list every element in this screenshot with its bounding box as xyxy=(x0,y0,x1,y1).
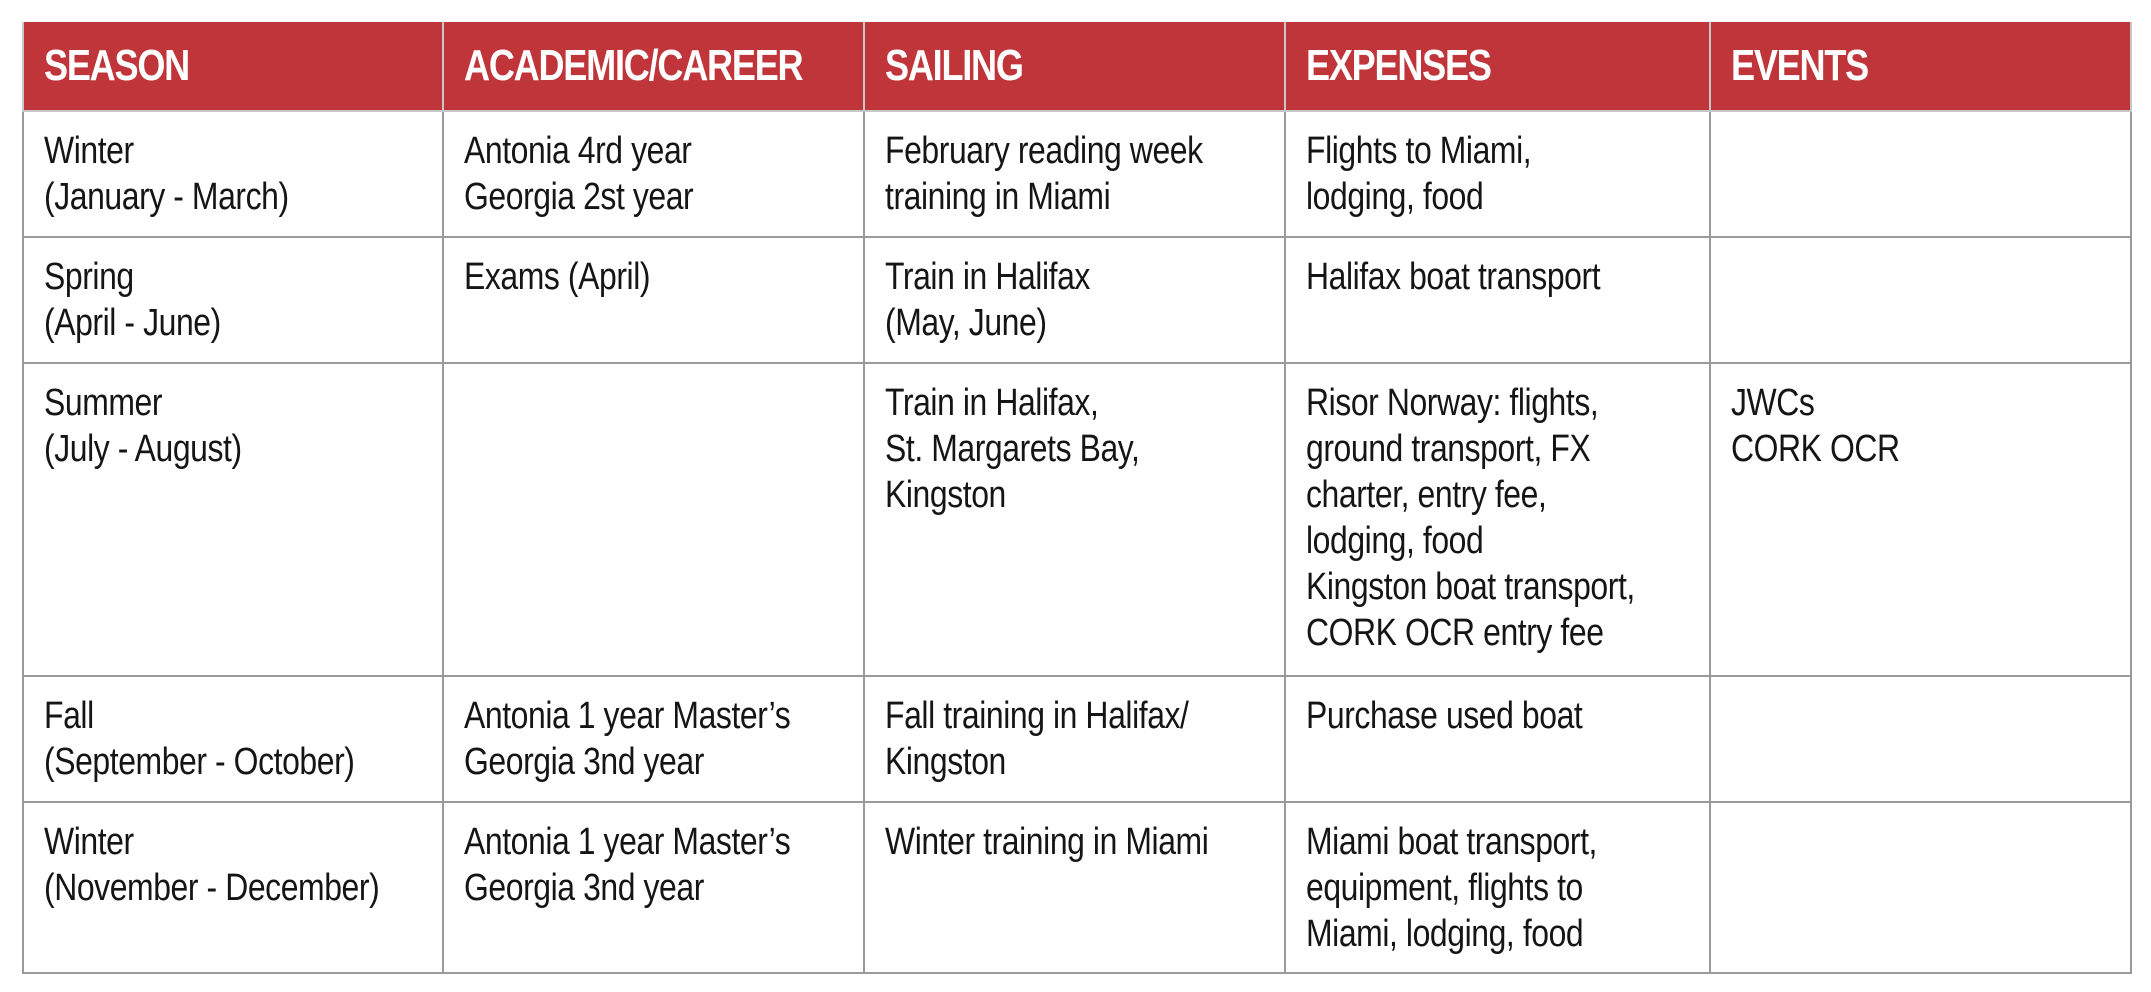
cell-sailing: Fall training in Halifax/ Kingston xyxy=(863,675,1286,803)
cell-academic: Antonia 1 year Master’s Georgia 3nd year xyxy=(442,675,865,803)
cell-sailing: Winter training in Miami xyxy=(863,801,1286,974)
cell-academic: Antonia 4rd year Georgia 2st year xyxy=(442,110,865,238)
cell-season: Winter (January - March) xyxy=(22,110,444,238)
table-row: Winter (November - December) Antonia 1 y… xyxy=(22,801,2132,974)
cell-academic: Antonia 1 year Master’s Georgia 3nd year xyxy=(442,801,865,974)
schedule-sheet: SEASON ACADEMIC/CAREER SAILING EXPENSES … xyxy=(22,22,2132,974)
table-row: Winter (January - March) Antonia 4rd yea… xyxy=(22,110,2132,238)
cell-season: Summer (July - August) xyxy=(22,362,444,677)
header-events: EVENTS xyxy=(1709,22,2132,112)
cell-events: JWCs CORK OCR xyxy=(1709,362,2132,677)
cell-expenses: Miami boat transport, equipment, flights… xyxy=(1284,801,1711,974)
cell-events xyxy=(1709,801,2132,974)
header-expenses: EXPENSES xyxy=(1284,22,1711,112)
table-row: Fall (September - October) Antonia 1 yea… xyxy=(22,675,2132,803)
cell-sailing: Train in Halifax, St. Margarets Bay, Kin… xyxy=(863,362,1286,677)
cell-events xyxy=(1709,110,2132,238)
header-sailing: SAILING xyxy=(863,22,1286,112)
cell-academic xyxy=(442,362,865,677)
table-row: Summer (July - August) Train in Halifax,… xyxy=(22,362,2132,677)
header-academic-career: ACADEMIC/CAREER xyxy=(442,22,865,112)
table-row: Spring (April - June) Exams (April) Trai… xyxy=(22,236,2132,364)
season-plan-table: SEASON ACADEMIC/CAREER SAILING EXPENSES … xyxy=(22,22,2132,974)
cell-expenses: Purchase used boat xyxy=(1284,675,1711,803)
table-header-row: SEASON ACADEMIC/CAREER SAILING EXPENSES … xyxy=(22,22,2132,112)
header-season: SEASON xyxy=(22,22,444,112)
cell-sailing: February reading week training in Miami xyxy=(863,110,1286,238)
cell-events xyxy=(1709,236,2132,364)
cell-academic: Exams (April) xyxy=(442,236,865,364)
cell-season: Fall (September - October) xyxy=(22,675,444,803)
cell-season: Winter (November - December) xyxy=(22,801,444,974)
cell-expenses: Flights to Miami, lodging, food xyxy=(1284,110,1711,238)
cell-sailing: Train in Halifax (May, June) xyxy=(863,236,1286,364)
cell-season: Spring (April - June) xyxy=(22,236,444,364)
cell-expenses: Halifax boat transport xyxy=(1284,236,1711,364)
cell-events xyxy=(1709,675,2132,803)
cell-expenses: Risor Norway: flights, ground transport,… xyxy=(1284,362,1711,677)
